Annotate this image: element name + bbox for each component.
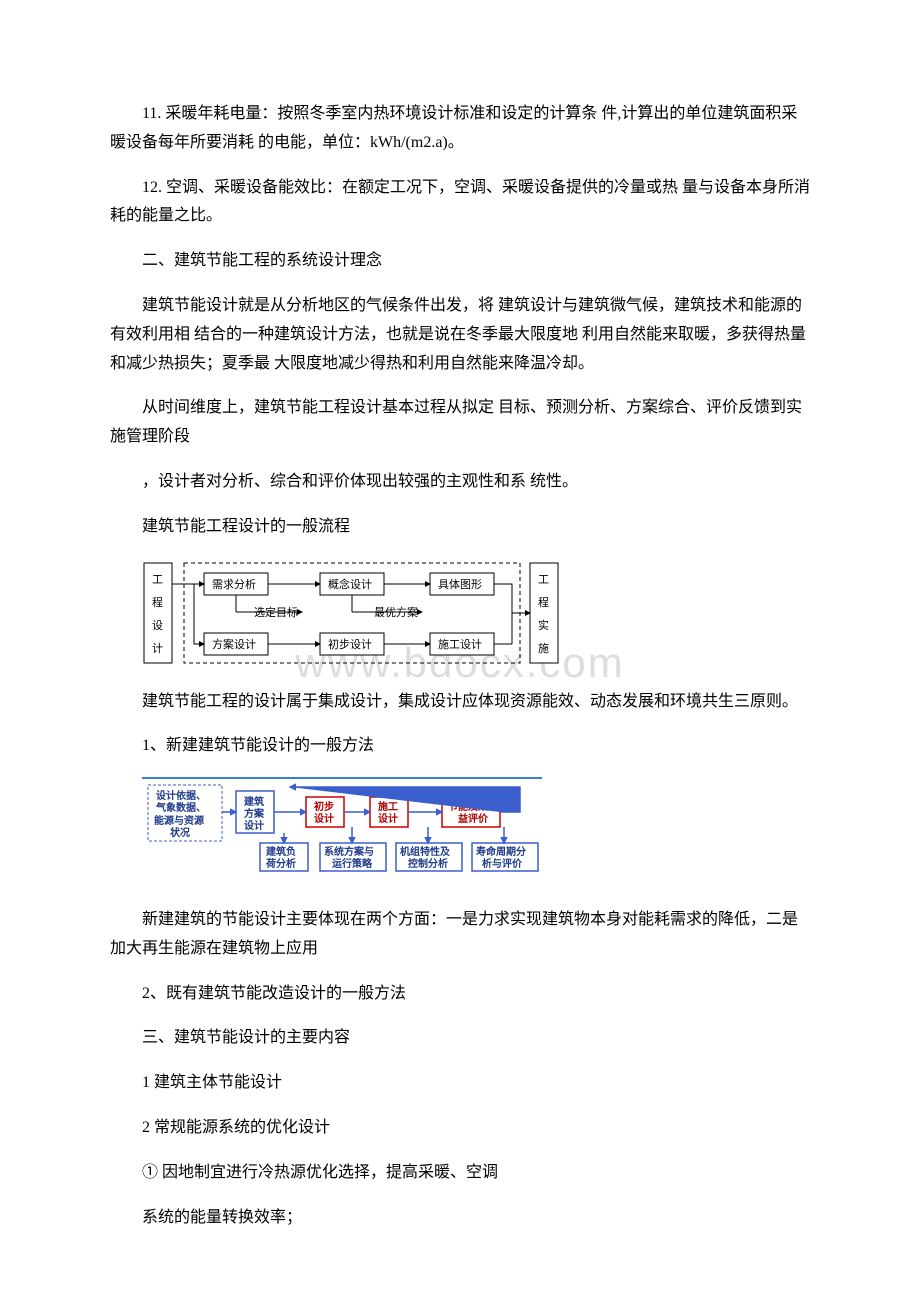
fc1-right-2: 程: [538, 596, 549, 609]
fc2-n2-l2: 设计: [314, 812, 334, 825]
item-3-2-1a: ① 因地制宜进行冷热源优化选择，提高采暖、空调: [110, 1159, 810, 1188]
fc1-node-scheme: 方案设计: [212, 637, 256, 651]
fc2-dash-l2: 气象数据、: [155, 801, 206, 814]
fc2-b1-l2: 荷分析: [265, 857, 296, 870]
fc1-left-4: 计: [152, 642, 163, 655]
fc1-right-3: 实: [538, 618, 549, 632]
flowchart-design-process: 工 程 设 计 工 程 实 施 需求分析 概念设计 具体图形: [142, 558, 562, 670]
fc1-node-construction: 施工设计: [438, 638, 482, 651]
fc2-n1-l3: 设计: [244, 819, 264, 832]
fc2-n3-l1: 施工: [378, 800, 398, 813]
paragraph-flow-title: 建筑节能工程设计的一般流程: [110, 513, 810, 542]
fc1-right-4: 施: [538, 642, 549, 655]
paragraph-new-building: 新建建筑的节能设计主要体现在两个方面：一是力求实现建筑物本身对能耗需求的降低，二…: [110, 906, 810, 964]
fc2-b4-l2: 析与评价: [482, 857, 523, 870]
fc2-dash-l1: 设计依据、: [156, 789, 206, 802]
fc1-node-preliminary: 初步设计: [328, 637, 372, 651]
heading-section-2: 二、建筑节能工程的系统设计理念: [110, 247, 810, 276]
fc2-b3-l1: 机组特性及: [400, 845, 451, 858]
fc2-b1-l1: 建筑负: [265, 845, 296, 858]
paragraph-section2-1: 建筑节能设计就是从分析地区的气候条件出发，将 建筑设计与建筑微气候，建筑技术和能…: [110, 292, 810, 378]
fc2-b4-l1: 寿命周期分: [476, 845, 526, 858]
fc1-left-2: 程: [152, 596, 163, 609]
fc2-n3-l2: 设计: [378, 812, 398, 825]
fc2-b3-l2: 控制分析: [408, 857, 448, 870]
heading-method-2: 2、既有建筑节能改造设计的一般方法: [110, 980, 810, 1009]
fc2-b2-l2: 运行策略: [332, 857, 373, 870]
item-3-1: 1 建筑主体节能设计: [110, 1069, 810, 1098]
fc1-left-1: 工: [152, 574, 163, 586]
fc2-n4-l2: 益评价: [458, 812, 489, 825]
paragraph-integrated-design: 建筑节能工程的设计属于集成设计，集成设计应体现资源能效、动态发展和环境共生三原则…: [110, 688, 810, 717]
fc2-n2-l1: 初步: [314, 800, 334, 813]
heading-method-1: 1、新建建筑节能设计的一般方法: [110, 732, 810, 761]
item-3-2: 2 常规能源系统的优化设计: [110, 1114, 810, 1143]
paragraph-section2-3: ，设计者对分析、综合和评价体现出较强的主观性和系 统性。: [110, 468, 810, 497]
fc2-n1-l2: 方案: [244, 807, 265, 820]
fc1-node-requirements: 需求分析: [212, 577, 256, 591]
fc1-left-3: 设: [152, 619, 163, 632]
fc2-dash-l4: 状况: [170, 826, 190, 839]
paragraph-11: 11. 采暖年耗电量：按照冬季室内热环境设计标准和设定的计算条 件,计算出的单位…: [110, 100, 810, 158]
fc1-right-1: 工: [538, 574, 549, 586]
item-3-2-1b: 系统的能量转换效率；: [110, 1204, 810, 1233]
fc1-node-concept: 概念设计: [328, 577, 372, 591]
fc2-dash-l3: 能源与资源: [154, 814, 204, 827]
fc2-n1-l1: 建筑: [243, 795, 264, 808]
fc2-b2-l1: 系统方案与: [324, 845, 374, 858]
fc1-node-graphics: 具体图形: [438, 577, 482, 591]
paragraph-12: 12. 空调、采暖设备能效比：在额定工况下，空调、采暖设备提供的冷量或热 量与设…: [110, 174, 810, 232]
flowchart-new-building: 设计依据、 气象数据、 能源与资源 状况 建筑 方案 设计 初步 设计 施工 设…: [142, 777, 542, 888]
paragraph-section2-2: 从时间维度上，建筑节能工程设计基本过程从拟定 目标、预测分析、方案综合、评价反馈…: [110, 394, 810, 452]
heading-section-3: 三、建筑节能设计的主要内容: [110, 1024, 810, 1053]
